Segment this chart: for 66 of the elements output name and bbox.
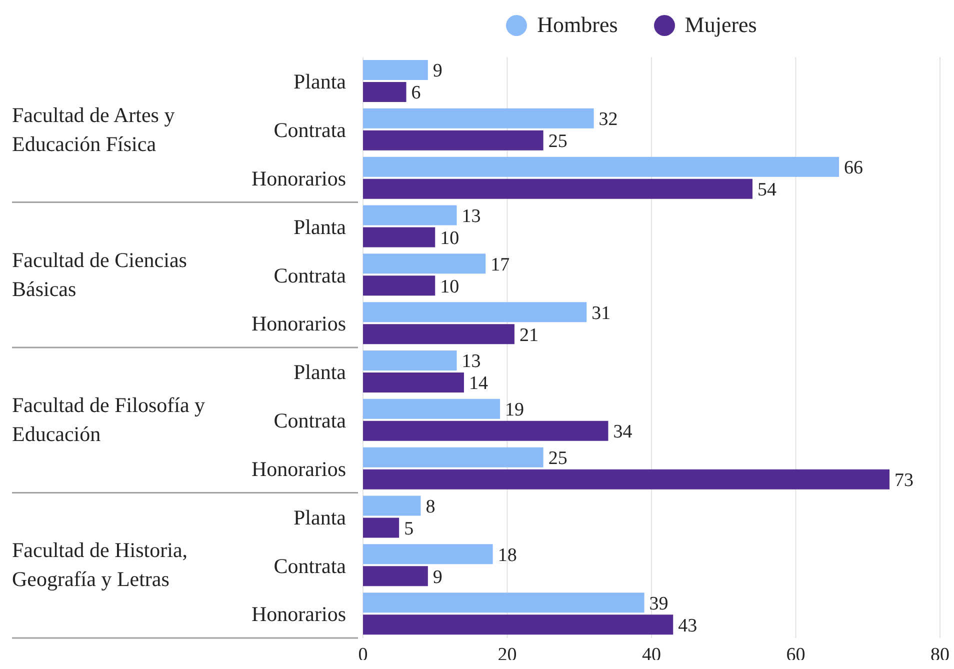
bar [363,544,493,564]
legend-label: Mujeres [684,12,757,38]
bar [363,254,486,274]
data-label: 54 [757,180,777,201]
data-label: 32 [598,109,618,130]
bar [363,205,457,226]
bar [363,302,587,322]
data-label: 6 [411,82,421,104]
data-label: 18 [498,544,517,566]
text: Facultad de Ciencias Básicas [12,246,188,303]
bar [363,372,464,392]
data-label: 5 [404,518,414,540]
bar [363,447,544,468]
bar [363,496,421,516]
bar [363,566,428,586]
bar [363,60,428,80]
bar [363,108,594,128]
text: Facultad de Artes y Educación Física [12,102,176,158]
data-label: 13 [462,351,481,372]
data-label: 17 [490,254,510,276]
text: Facultad de Filosofía y Educación [12,392,206,448]
data-label: 34 [613,422,633,443]
data-label: 21 [519,324,538,346]
data-label: 25 [548,448,568,470]
text: Facultad de Historia, Geografía y Letras [12,537,189,594]
bar [363,420,608,441]
data-label: 9 [432,60,442,82]
bar [363,156,840,177]
y-tick-label: Planta [294,214,347,239]
data-label: 10 [440,228,460,249]
data-label: 66 [844,158,864,179]
bar [363,614,674,635]
y-tick-label: Planta [294,360,347,384]
data-label: 10 [440,276,460,298]
data-label: 39 [649,593,668,614]
data-label: 9 [432,566,442,588]
bar [363,178,752,199]
y-tick-label: Contrata [274,263,347,288]
data-label: 14 [468,373,488,394]
data-label: 73 [894,470,914,492]
y-tick-label: Planta [294,70,347,94]
data-label: 13 [462,206,481,227]
bar [363,130,544,150]
bar [363,592,644,613]
bar [363,227,436,248]
y-tick-label: Contrata [274,408,347,433]
bar [363,276,436,296]
data-label: 25 [548,131,568,152]
y-tick-label: Honorarios [252,166,346,190]
bar [363,398,500,419]
data-label: 31 [592,302,611,324]
legend-label: Hombres [537,12,618,38]
bar [363,518,400,538]
data-label: 19 [505,400,524,421]
data-label: 8 [426,496,436,518]
y-tick-label: Contrata [274,554,347,578]
y-tick-label: Honorarios [252,312,346,336]
y-tick-label: Honorarios [252,456,346,481]
bar [363,469,890,490]
bar [363,82,406,102]
bar [363,324,514,344]
y-tick-label: Honorarios [252,602,346,626]
y-tick-label: Planta [294,505,347,530]
y-tick-label: Contrata [274,118,347,142]
bar [363,350,457,370]
data-label: 43 [678,615,698,636]
